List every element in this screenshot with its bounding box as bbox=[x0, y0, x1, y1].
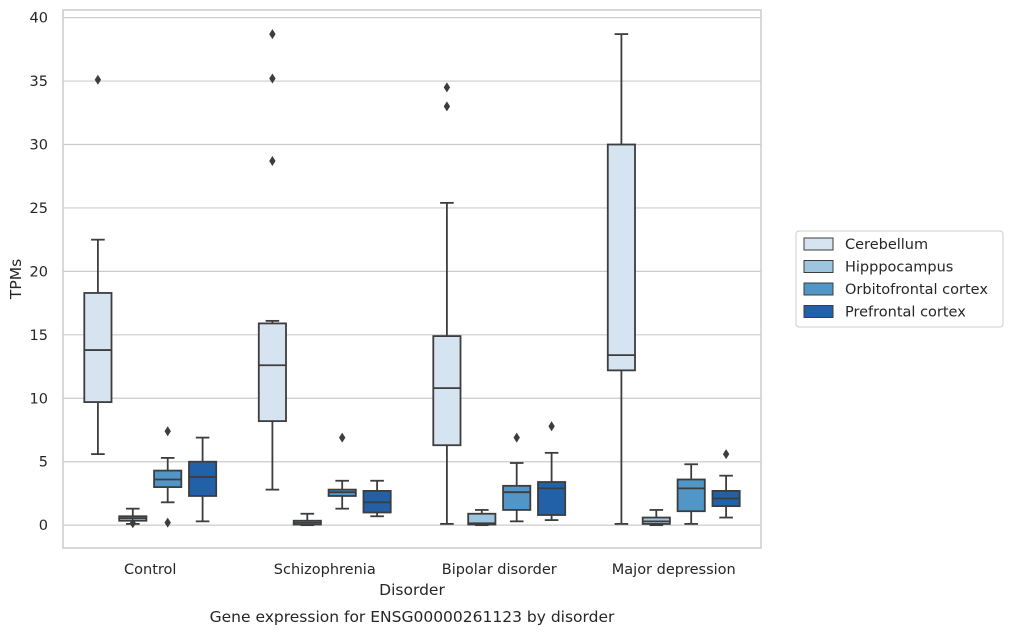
outlier-marker bbox=[548, 421, 555, 432]
y-tick-label: 20 bbox=[30, 264, 48, 280]
outlier-marker bbox=[164, 426, 171, 437]
box-iqr bbox=[537, 481, 567, 516]
box-prefrontal-cortex bbox=[362, 479, 392, 518]
outlier-marker bbox=[339, 432, 346, 443]
outlier-marker bbox=[94, 74, 102, 85]
x-tick-label: Bipolar disorder bbox=[442, 562, 557, 578]
box-prefrontal-cortex bbox=[537, 421, 567, 521]
box-iqr bbox=[188, 460, 218, 497]
box-hipppocampus bbox=[641, 509, 671, 527]
box-cerebellum bbox=[257, 29, 287, 491]
y-tick-label: 5 bbox=[39, 455, 48, 471]
y-tick-label: 40 bbox=[30, 11, 48, 27]
chart-caption: Gene expression for ENSG00000261123 by d… bbox=[210, 608, 615, 626]
box-orbitofrontal-cortex bbox=[327, 432, 357, 510]
box-iqr bbox=[502, 484, 532, 511]
box-hipppocampus bbox=[118, 507, 148, 529]
y-tick-label: 10 bbox=[30, 391, 48, 407]
outlier-marker bbox=[443, 82, 451, 93]
x-tick-label: Major depression bbox=[612, 562, 736, 578]
x-tick-label: Control bbox=[124, 562, 176, 578]
outlier-marker bbox=[443, 101, 451, 112]
legend-label: Orbitofrontal cortex bbox=[845, 282, 988, 298]
legend-label: Prefrontal cortex bbox=[845, 305, 966, 321]
box-groups bbox=[83, 29, 741, 529]
legend-swatch bbox=[803, 260, 834, 273]
box-orbitofrontal-cortex bbox=[676, 463, 706, 525]
box-prefrontal-cortex bbox=[188, 436, 218, 523]
x-axis-ticks: Control Schizophrenia Bipolar disorder Majo… bbox=[124, 562, 736, 578]
y-tick-label: 25 bbox=[30, 201, 48, 217]
gridlines bbox=[63, 17, 761, 526]
box-iqr bbox=[467, 512, 497, 526]
legend-label: Hipppocampus bbox=[845, 260, 953, 276]
y-axis-ticks: 0 5 10 15 20 25 30 35 40 bbox=[30, 11, 48, 535]
plot-frame bbox=[62, 9, 762, 549]
box-iqr bbox=[257, 322, 287, 423]
box-prefrontal-cortex bbox=[711, 449, 741, 519]
outlier-marker bbox=[269, 29, 276, 40]
outlier-marker bbox=[722, 449, 730, 460]
legend-frame bbox=[795, 230, 1004, 328]
x-tick-label: Schizophrenia bbox=[274, 562, 376, 578]
outlier-marker bbox=[269, 73, 276, 84]
box-cerebellum bbox=[606, 33, 636, 525]
outlier-marker bbox=[129, 518, 136, 529]
outlier-marker bbox=[269, 155, 276, 166]
box-iqr bbox=[83, 292, 113, 403]
outlier-marker bbox=[164, 517, 171, 528]
box-iqr bbox=[606, 143, 636, 372]
legend-swatch bbox=[803, 305, 834, 318]
y-tick-label: 30 bbox=[30, 138, 48, 154]
box-orbitofrontal-cortex bbox=[153, 426, 183, 528]
box-hipppocampus bbox=[467, 509, 497, 527]
box-orbitofrontal-cortex bbox=[502, 432, 532, 523]
y-axis-label: TPMs bbox=[7, 259, 25, 300]
box-cerebellum bbox=[432, 82, 462, 525]
y-tick-label: 0 bbox=[39, 518, 48, 534]
box-hipppocampus bbox=[292, 512, 322, 527]
box-iqr bbox=[676, 478, 706, 513]
legend-label: Cerebellum bbox=[845, 237, 928, 253]
x-axis-label: Disorder bbox=[379, 581, 445, 599]
legend: Cerebellum Hipppocampus Orbitofrontal cort… bbox=[795, 230, 1004, 328]
box-cerebellum bbox=[83, 74, 113, 456]
outlier-marker bbox=[513, 432, 520, 443]
y-tick-label: 15 bbox=[30, 328, 48, 344]
legend-swatch bbox=[803, 237, 834, 251]
y-tick-label: 35 bbox=[30, 74, 48, 90]
legend-swatch bbox=[803, 282, 834, 296]
plot-background bbox=[63, 10, 761, 548]
box-iqr bbox=[432, 335, 462, 447]
